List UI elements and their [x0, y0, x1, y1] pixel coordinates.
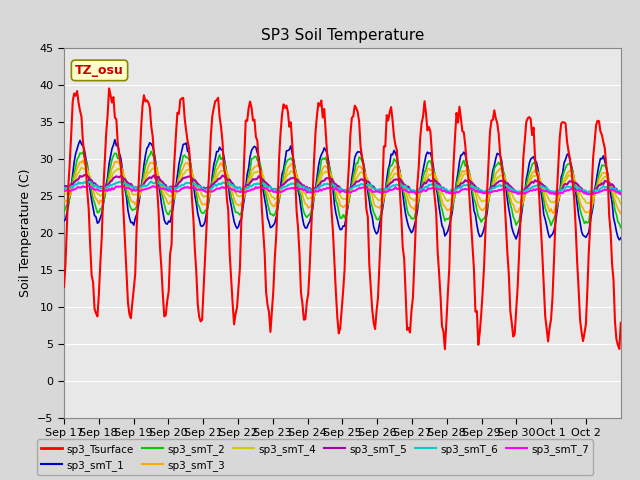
X-axis label: Time: Time: [329, 441, 356, 451]
Y-axis label: Soil Temperature (C): Soil Temperature (C): [19, 168, 31, 297]
Legend: sp3_Tsurface, sp3_smT_1, sp3_smT_2, sp3_smT_3, sp3_smT_4, sp3_smT_5, sp3_smT_6, : sp3_Tsurface, sp3_smT_1, sp3_smT_2, sp3_…: [37, 439, 593, 475]
Text: TZ_osu: TZ_osu: [75, 64, 124, 77]
Title: SP3 Soil Temperature: SP3 Soil Temperature: [260, 28, 424, 43]
